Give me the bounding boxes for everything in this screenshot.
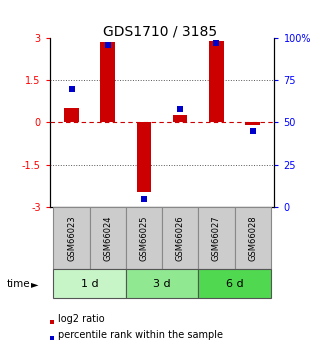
Text: GSM66024: GSM66024 (103, 215, 112, 261)
Bar (126, 207, 162, 269)
Bar (198, 269, 271, 298)
Bar (173, 116, 187, 122)
Text: 6 d: 6 d (226, 279, 243, 289)
Bar (198, 207, 235, 269)
Text: GSM66026: GSM66026 (176, 215, 185, 261)
Text: GSM66028: GSM66028 (248, 215, 257, 261)
Bar (90, 207, 126, 269)
Bar (235, 207, 271, 269)
Text: log2 ratio: log2 ratio (58, 314, 105, 324)
Text: GSM66027: GSM66027 (212, 215, 221, 261)
Text: 3 d: 3 d (153, 279, 171, 289)
Text: GDS1710 / 3185: GDS1710 / 3185 (103, 24, 218, 38)
Bar (137, 122, 151, 191)
Text: time: time (6, 279, 30, 289)
Bar (100, 42, 115, 122)
Bar (53, 269, 126, 298)
Text: percentile rank within the sample: percentile rank within the sample (58, 331, 223, 340)
Text: GSM66023: GSM66023 (67, 215, 76, 261)
Text: 1 d: 1 d (81, 279, 99, 289)
Text: ►: ► (31, 279, 39, 289)
Text: GSM66025: GSM66025 (140, 215, 149, 261)
Bar (246, 122, 260, 125)
Bar (53, 207, 90, 269)
Bar (209, 41, 224, 122)
Bar (162, 207, 198, 269)
Bar (126, 269, 198, 298)
Bar (64, 108, 79, 122)
